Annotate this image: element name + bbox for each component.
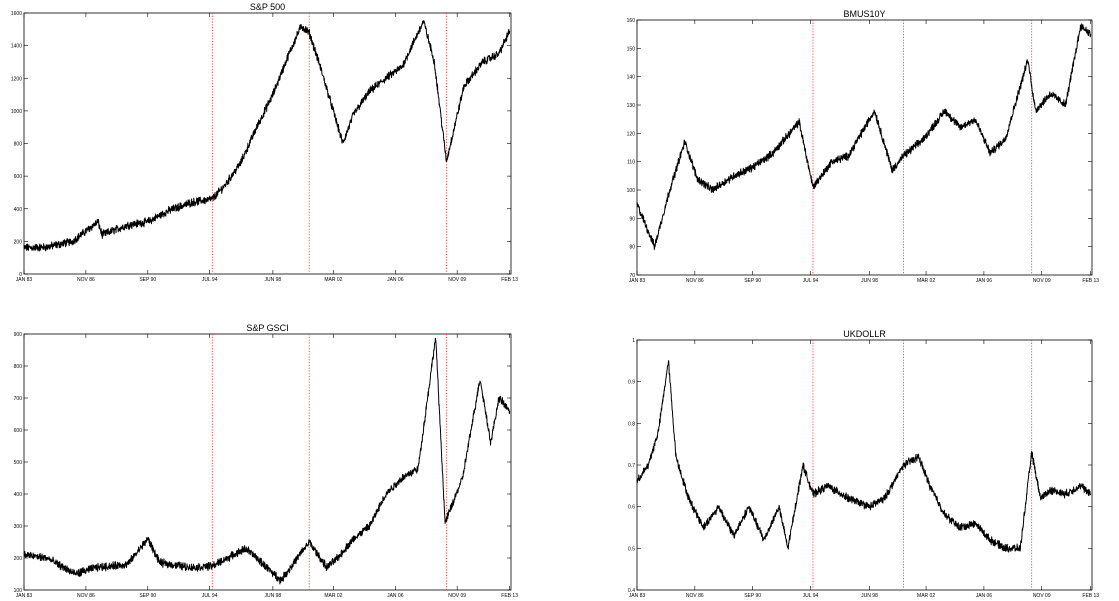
x-tick-label: JAN 83 (16, 593, 33, 599)
y-tick-label: 100 (14, 588, 23, 594)
x-tick-label: FEB 13 (501, 593, 518, 599)
x-tick-label: JAN 06 (976, 278, 993, 284)
chart-title: UKDOLLR (843, 329, 886, 339)
x-tick-label: JAN 06 (387, 593, 404, 599)
y-tick-label: 600 (14, 428, 23, 434)
x-tick-label: MAR 02 (324, 277, 342, 283)
y-tick-label: 700 (14, 396, 23, 402)
y-tick-label: 200 (14, 556, 23, 562)
y-tick-label: 130 (627, 103, 636, 109)
x-tick-label: JUN 98 (265, 593, 282, 599)
y-tick-label: 400 (14, 492, 23, 498)
panel-bmus10y: BMUS10Y 70 80 90 100 110 120 130 140 150 160 JAN 83… (627, 9, 1100, 284)
series-line (23, 337, 511, 585)
x-tick-label: JUN 98 (861, 278, 878, 284)
y-tick-label: 800 (14, 142, 23, 148)
x-tick-label: NOV 86 (686, 278, 704, 284)
series-line (23, 20, 511, 252)
chart-title: S&P GSCI (246, 323, 288, 333)
x-tick-label: JAN 83 (629, 278, 646, 284)
panel-ukdollr: UKDOLLR 0.4 0.5 0.6 0.7 0.8 0.9 1 JAN 83 NOV 86 SE… (628, 329, 1099, 599)
y-tick-label: 90 (629, 216, 635, 222)
y-tick-label: 150 (627, 46, 636, 52)
x-tick-label: NOV 86 (686, 593, 704, 599)
x-tick-label: JAN 06 (976, 593, 993, 599)
x-tick-label: NOV 09 (448, 277, 466, 283)
y-tick-label: 0 (19, 272, 22, 278)
x-tick-label: SEP 90 (139, 593, 156, 599)
x-tick-label: SEP 90 (139, 277, 156, 283)
y-tick-label: 0.7 (628, 463, 635, 469)
series-line (636, 360, 1092, 553)
y-tick-label: 0.5 (628, 546, 635, 552)
x-tick-label: JUN 98 (265, 277, 282, 283)
x-tick-label: FEB 13 (1082, 593, 1099, 599)
x-tick-label: JAN 83 (16, 277, 33, 283)
x-tick-label: NOV 09 (1033, 593, 1051, 599)
x-tick-label: JAN 06 (387, 277, 404, 283)
x-tick-label: JUL 94 (202, 277, 218, 283)
y-tick-label: 140 (627, 75, 636, 81)
y-tick-label: 1 (632, 338, 635, 344)
x-tick-label: NOV 86 (77, 277, 95, 283)
x-tick-label: JUL 94 (202, 593, 218, 599)
x-tick-label: FEB 13 (1082, 278, 1099, 284)
y-tick-label: 1000 (11, 109, 22, 115)
y-tick-label: 70 (629, 273, 635, 279)
plot-frame (636, 19, 1093, 276)
series-line (636, 23, 1092, 250)
x-tick-label: NOV 86 (77, 593, 95, 599)
x-tick-label: MAR 02 (324, 593, 342, 599)
y-tick-label: 110 (627, 160, 635, 166)
y-tick-label: 0.8 (628, 421, 635, 427)
x-tick-label: JAN 83 (629, 593, 646, 599)
x-tick-label: JUL 94 (803, 278, 819, 284)
x-tick-label: NOV 09 (1033, 278, 1051, 284)
x-tick-label: FEB 13 (501, 277, 518, 283)
y-tick-label: 0.4 (628, 588, 635, 594)
y-tick-label: 100 (627, 188, 636, 194)
plot-frame (23, 12, 512, 275)
panel-sp500: S&P 500 0 200 400 600 800 1000 1200 1400 1600 JAN … (11, 2, 518, 283)
y-tick-label: 80 (629, 245, 635, 251)
y-tick-label: 900 (14, 332, 23, 338)
chart-title: S&P 500 (250, 2, 285, 12)
y-tick-label: 1400 (11, 44, 22, 50)
y-tick-label: 0.9 (628, 380, 635, 386)
y-tick-label: 400 (14, 207, 23, 213)
y-tick-label: 200 (14, 239, 23, 245)
x-tick-label: MAR 02 (917, 593, 935, 599)
x-tick-label: MAR 02 (917, 278, 935, 284)
y-tick-label: 500 (14, 460, 23, 466)
y-tick-label: 1600 (11, 11, 22, 17)
plot-frame (636, 339, 1093, 591)
y-tick-label: 160 (627, 18, 636, 24)
x-tick-label: JUL 94 (803, 593, 819, 599)
x-tick-label: SEP 90 (744, 593, 761, 599)
chart-title: BMUS10Y (843, 9, 885, 19)
x-tick-label: SEP 90 (744, 278, 761, 284)
y-tick-label: 300 (14, 524, 23, 530)
x-tick-label: JUN 98 (861, 593, 878, 599)
y-tick-label: 600 (14, 174, 23, 180)
x-tick-label: NOV 09 (448, 593, 466, 599)
y-tick-label: 120 (627, 131, 636, 137)
y-tick-label: 1200 (11, 76, 22, 82)
y-tick-label: 0.6 (628, 505, 635, 511)
y-tick-label: 800 (14, 364, 23, 370)
panel-sp-gsci: S&P GSCI 100 200 300 400 500 600 700 800 900 JAN 8… (14, 323, 519, 599)
